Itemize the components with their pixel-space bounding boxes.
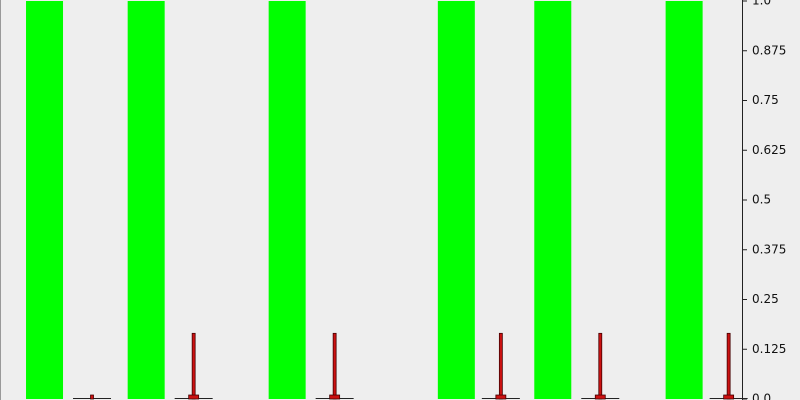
stem	[598, 332, 603, 400]
band-bar	[665, 1, 703, 399]
red-bar	[188, 394, 200, 400]
stem	[726, 332, 731, 400]
band-bar	[437, 1, 475, 399]
stem	[191, 332, 196, 400]
y-tick-label: 0.875	[752, 43, 786, 57]
red-bar	[329, 394, 341, 400]
y-tick-label: 0.75	[752, 93, 779, 107]
y-tick-label: 0.625	[752, 143, 786, 157]
y-tick-label: 0.125	[752, 342, 786, 356]
band-bar	[127, 1, 165, 399]
band-bar	[26, 1, 64, 399]
stem	[90, 394, 94, 400]
y-tick-label: 0.375	[752, 242, 786, 256]
stem	[498, 332, 503, 400]
red-bar	[723, 394, 735, 400]
band-bar	[268, 1, 306, 399]
band-bar	[534, 1, 572, 399]
y-tick-label: 0.0	[752, 392, 771, 400]
red-bar	[495, 394, 507, 400]
y-tick-label: 0.25	[752, 292, 779, 306]
y-tick-label: 1.0	[752, 0, 771, 8]
y-tick-label: 0.5	[752, 193, 771, 207]
stem	[332, 332, 337, 400]
red-bar	[594, 394, 606, 400]
